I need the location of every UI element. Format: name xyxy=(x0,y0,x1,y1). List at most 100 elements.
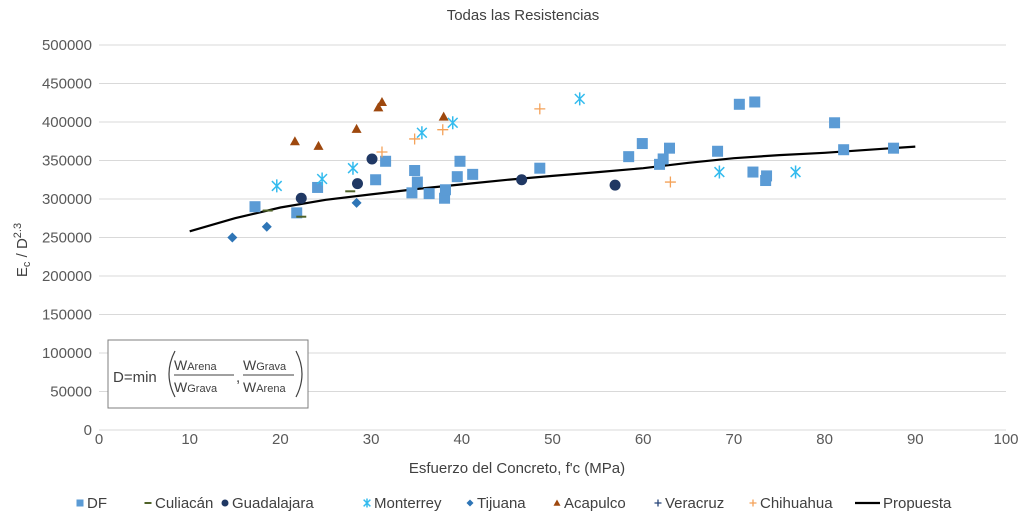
point-df xyxy=(312,181,324,193)
point-df xyxy=(829,117,841,129)
point-df xyxy=(467,168,479,180)
point-monterrey xyxy=(713,165,725,179)
formula-right-paren xyxy=(295,350,303,398)
x-tick-label: 40 xyxy=(453,431,470,448)
point-monterrey xyxy=(416,126,428,140)
point-df xyxy=(411,176,423,188)
point-acapulco xyxy=(373,102,384,112)
point-df xyxy=(657,153,669,165)
legend-marker-df xyxy=(76,499,84,507)
point-guadalajara xyxy=(295,192,307,204)
propuesta-line xyxy=(189,145,916,233)
legend-item-tijuana: Tijuana xyxy=(466,495,526,512)
point-monterrey xyxy=(447,116,459,130)
x-tick-label: 50 xyxy=(544,431,561,448)
legend-marker-veracruz xyxy=(654,499,662,507)
point-df xyxy=(623,151,635,163)
legend-label-propuesta: Propuesta xyxy=(883,495,952,512)
legend-label-monterrey: Monterrey xyxy=(374,495,442,512)
point-df xyxy=(454,155,466,167)
point-guadalajara xyxy=(366,153,378,165)
point-df xyxy=(534,162,546,174)
formula-separator: , xyxy=(236,369,240,386)
point-guadalajara xyxy=(516,174,528,186)
point-chihuahua xyxy=(409,133,421,145)
point-tijuana xyxy=(227,232,238,243)
legend-label-chihuahua: Chihuahua xyxy=(760,495,833,512)
point-guadalajara xyxy=(351,178,363,190)
point-df xyxy=(380,155,392,167)
y-tick-label: 0 xyxy=(84,422,92,439)
legend-item-propuesta: Propuesta xyxy=(855,495,952,512)
formula-den1: W xyxy=(174,379,188,395)
x-axis-ticks: 0 10 20 30 40 50 60 70 80 90 100 xyxy=(95,431,1019,448)
svg-text:WArena: WArena xyxy=(243,379,286,395)
point-df xyxy=(451,171,463,183)
y-tick-label: 150000 xyxy=(42,307,92,324)
legend-item-chihuahua: Chihuahua xyxy=(749,495,833,512)
point-df xyxy=(747,166,759,178)
point-monterrey xyxy=(316,172,328,186)
point-df xyxy=(439,184,451,196)
point-acapulco xyxy=(313,140,324,150)
point-chihuahua xyxy=(534,103,546,115)
y-tick-label: 200000 xyxy=(42,268,92,285)
x-tick-label: 80 xyxy=(816,431,833,448)
point-df xyxy=(409,165,421,177)
point-df xyxy=(636,138,648,150)
point-acapulco xyxy=(289,136,300,146)
point-chihuahua xyxy=(437,124,449,136)
point-tijuana xyxy=(261,221,272,232)
y-axis-label: Ec / D2.3 xyxy=(12,223,33,277)
y-axis-ticks: 0 50000 100000 150000 200000 250000 300000 3500… xyxy=(42,37,92,439)
x-tick-label: 100 xyxy=(993,431,1018,448)
legend-marker-chihuahua xyxy=(749,499,757,507)
formula-num1-sub: Arena xyxy=(187,361,217,373)
point-guadalajara xyxy=(609,179,621,191)
formula-left-paren xyxy=(168,350,176,398)
point-df xyxy=(733,98,745,110)
y-tick-label: 250000 xyxy=(42,230,92,247)
legend-label-acapulco: Acapulco xyxy=(564,495,626,512)
point-acapulco xyxy=(376,96,387,106)
formula-den2-sub: Arena xyxy=(256,383,286,395)
chart-title: Todas las Resistencias xyxy=(447,7,600,24)
formula-den1-sub: Grava xyxy=(187,383,218,395)
x-tick-label: 70 xyxy=(726,431,743,448)
x-axis-label: Esfuerzo del Concreto, f'c (MPa) xyxy=(409,460,625,477)
point-df xyxy=(888,142,900,154)
propuesta-line-layer xyxy=(189,145,916,233)
svg-text:WGrava: WGrava xyxy=(243,357,287,373)
formula-box: D=min WArena WGrava , WGrava WArena xyxy=(107,339,309,409)
formula-num2: W xyxy=(243,357,257,373)
y-tick-label: 300000 xyxy=(42,191,92,208)
x-tick-label: 0 xyxy=(95,431,103,448)
point-df xyxy=(291,207,303,219)
point-monterrey xyxy=(574,92,586,106)
y-tick-label: 450000 xyxy=(42,76,92,93)
y-tick-label: 50000 xyxy=(50,384,92,401)
x-tick-label: 20 xyxy=(272,431,289,448)
legend-label-culiacan: Culiacán xyxy=(155,495,213,512)
point-df xyxy=(423,188,435,200)
legend-label-tijuana: Tijuana xyxy=(477,495,526,512)
x-tick-label: 10 xyxy=(181,431,198,448)
y-tick-label: 100000 xyxy=(42,345,92,362)
legend-label-guadalajara: Guadalajara xyxy=(232,495,314,512)
point-df xyxy=(749,96,761,108)
point-chihuahua xyxy=(376,146,388,158)
point-df xyxy=(838,144,850,156)
point-monterrey xyxy=(790,165,801,179)
legend-label-veracruz: Veracruz xyxy=(665,495,724,512)
point-df xyxy=(761,170,773,182)
data-points-layer xyxy=(227,92,900,243)
point-monterrey xyxy=(347,161,359,175)
legend-item-guadalajara: Guadalajara xyxy=(221,495,314,512)
formula-prefix: D=min xyxy=(113,369,157,386)
formula-num1: W xyxy=(174,357,188,373)
formula-den2: W xyxy=(243,379,257,395)
legend-item-culiacan: Culiacán xyxy=(144,495,213,512)
legend-label-df: DF xyxy=(87,495,107,512)
legend-item-acapulco: Acapulco xyxy=(553,495,626,512)
